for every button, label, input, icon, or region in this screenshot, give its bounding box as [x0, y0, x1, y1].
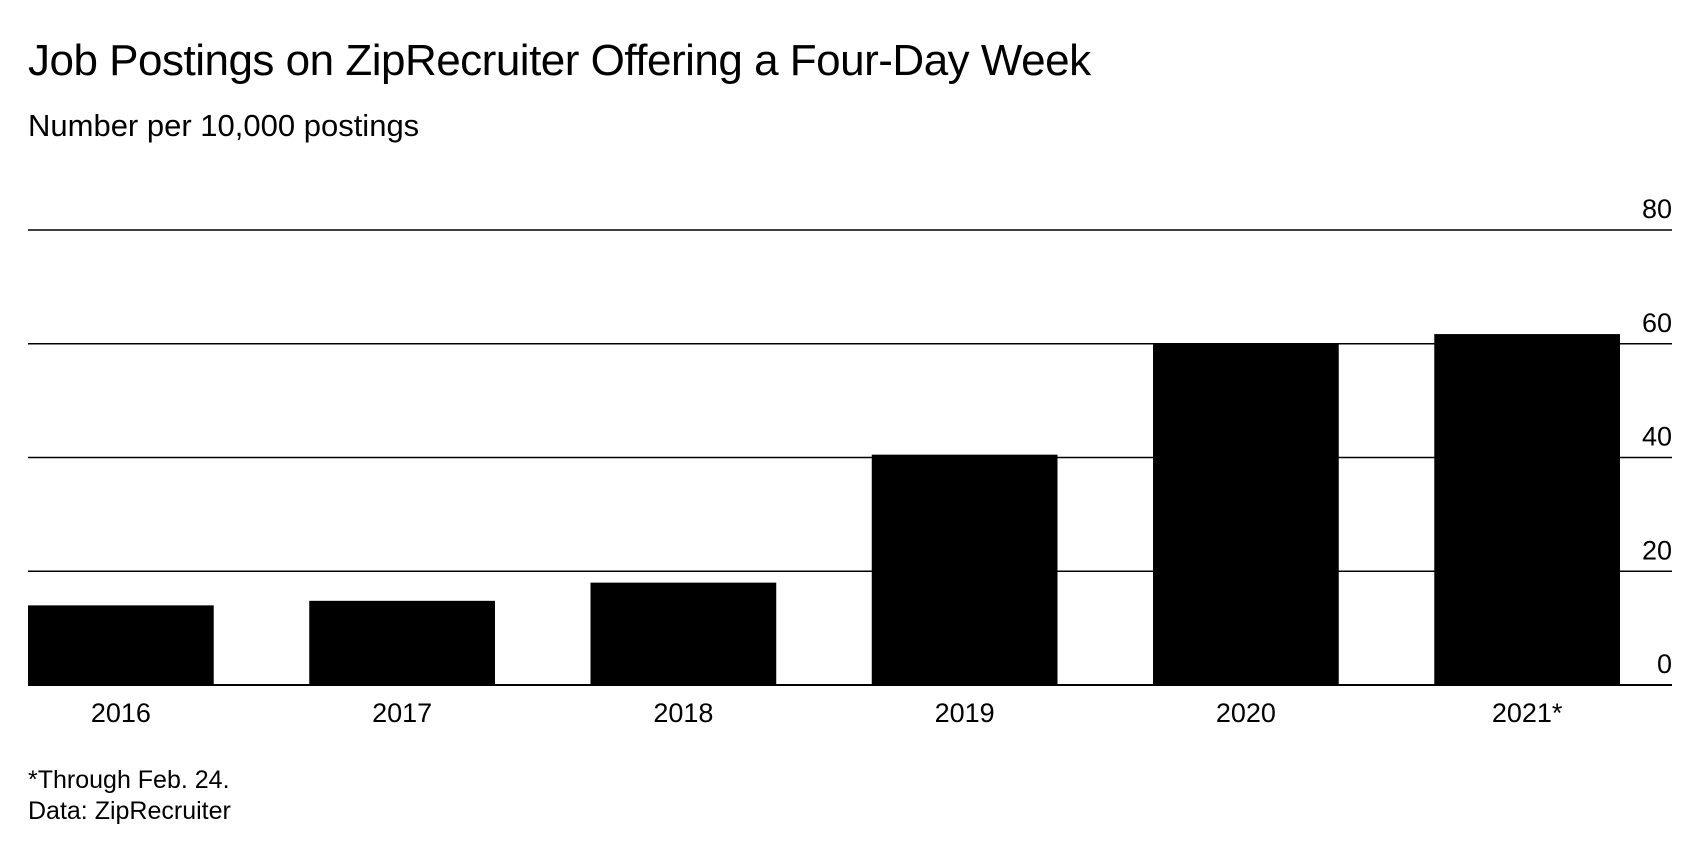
- x-tick-label: 2020: [1216, 698, 1276, 728]
- x-tick-label: 2017: [372, 698, 432, 728]
- chart-subtitle: Number per 10,000 postings: [28, 108, 420, 143]
- x-tick-label: 2019: [935, 698, 995, 728]
- y-tick-label: 80: [1642, 194, 1672, 224]
- footnote-note: *Through Feb. 24.: [28, 766, 230, 794]
- bar-2020: [1153, 343, 1339, 685]
- bar-2021: [1434, 334, 1620, 685]
- y-tick-label: 0: [1657, 649, 1672, 679]
- bar-2017: [309, 600, 495, 685]
- x-tick-label: 2016: [91, 698, 151, 728]
- y-tick-label: 20: [1642, 535, 1672, 565]
- gridlines: [28, 229, 1672, 686]
- y-tick-label: 60: [1642, 308, 1672, 338]
- x-axis-tick-labels: 2016 2017 2018 2019 2020 2021*: [91, 698, 1563, 728]
- bars: [28, 334, 1620, 685]
- x-tick-label: 2021*: [1492, 698, 1563, 728]
- x-tick-label: 2018: [653, 698, 713, 728]
- bar-2019: [871, 454, 1058, 685]
- chart-title: Job Postings on ZipRecruiter Offering a …: [28, 36, 1091, 85]
- bar-2018: [590, 582, 777, 685]
- footnotes: *Through Feb. 24. Data: ZipRecruiter: [28, 765, 231, 827]
- y-tick-label: 40: [1642, 422, 1672, 452]
- bar-2016: [28, 605, 214, 685]
- y-axis-tick-labels: 0 20 40 60 80: [1642, 194, 1672, 679]
- footnote-source: Data: ZipRecruiter: [28, 797, 231, 825]
